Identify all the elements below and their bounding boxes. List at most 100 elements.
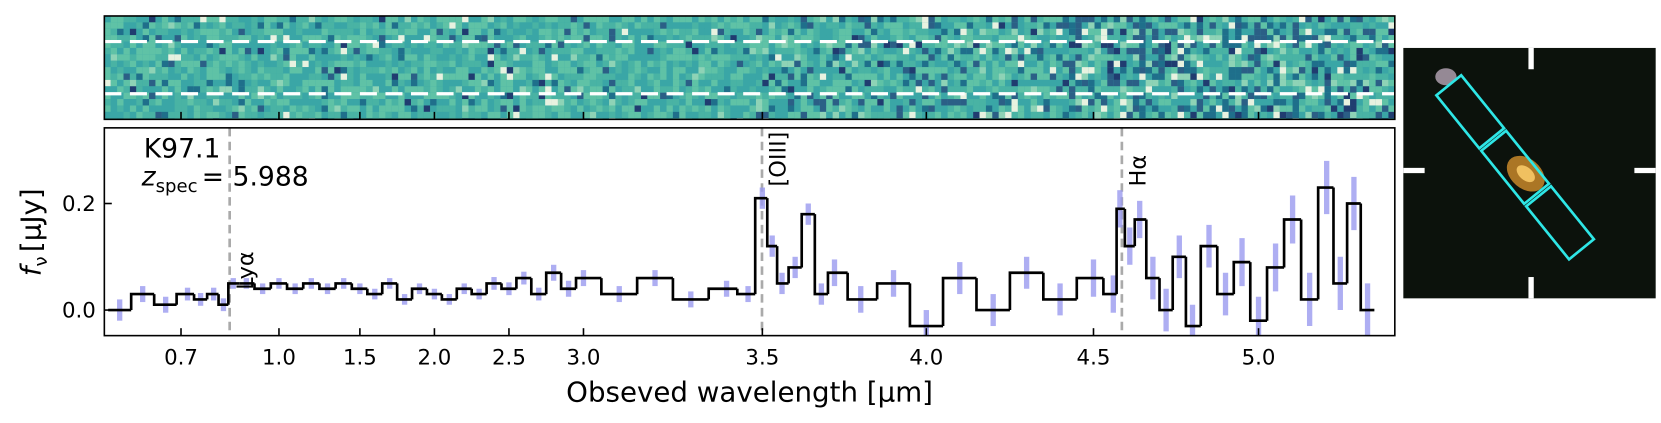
- pixel: [1369, 54, 1376, 61]
- pixel: [494, 47, 501, 55]
- pixel: [168, 28, 175, 36]
- pixel: [110, 92, 118, 100]
- pixel: [1324, 79, 1331, 87]
- pixel: [398, 22, 405, 29]
- pixel: [206, 92, 213, 100]
- pixel: [985, 41, 993, 48]
- pixel: [1171, 54, 1178, 61]
- pixel: [436, 22, 443, 29]
- pixel: [1100, 111, 1108, 119]
- pixel: [839, 92, 846, 100]
- pixel: [960, 67, 967, 74]
- pixel: [385, 41, 392, 48]
- pixel: [1088, 54, 1095, 61]
- pixel: [1024, 99, 1031, 106]
- pixel: [890, 60, 897, 68]
- pixel: [870, 15, 878, 23]
- pixel: [1190, 86, 1197, 93]
- pixel: [966, 35, 974, 42]
- pixel: [730, 79, 737, 87]
- pixel: [1241, 73, 1248, 80]
- pixel: [212, 92, 220, 100]
- pixel: [864, 105, 871, 112]
- pixel: [1267, 15, 1274, 23]
- pixel: [1049, 111, 1057, 119]
- pixel: [551, 86, 558, 93]
- pixel: [692, 60, 699, 68]
- pixel: [379, 35, 386, 42]
- pixel: [1107, 41, 1114, 48]
- pixel: [1318, 35, 1325, 42]
- pixel: [372, 54, 380, 61]
- pixel: [1177, 67, 1184, 74]
- pixel: [1362, 67, 1370, 74]
- pixel: [494, 105, 501, 112]
- pixel: [1267, 47, 1274, 55]
- spectrum-step: [707, 287, 738, 300]
- pixel: [1030, 99, 1038, 106]
- pixel: [1030, 92, 1038, 100]
- pixel: [1062, 99, 1070, 106]
- pixel: [615, 35, 622, 42]
- pixel: [634, 111, 641, 119]
- pixel: [1298, 73, 1306, 80]
- pixel: [1247, 67, 1255, 74]
- galaxy-core: [1516, 165, 1535, 183]
- pixel: [1215, 79, 1223, 87]
- pixel: [1107, 35, 1114, 42]
- pixel: [685, 54, 693, 61]
- pixel: [902, 35, 910, 42]
- pixel: [966, 86, 974, 93]
- pixel: [244, 35, 252, 42]
- pixel: [1126, 47, 1133, 55]
- pixel: [634, 86, 641, 93]
- pixel: [1337, 35, 1344, 42]
- pixel: [525, 22, 533, 29]
- pixel: [787, 67, 795, 74]
- pixel: [870, 47, 878, 55]
- pixel: [494, 99, 501, 106]
- pixel: [1152, 22, 1159, 29]
- pixel: [1267, 22, 1274, 29]
- pixel: [270, 35, 277, 42]
- pixel: [973, 22, 980, 29]
- pixel: [359, 111, 367, 119]
- pixel: [149, 67, 156, 74]
- pixel: [142, 73, 150, 80]
- pixel: [653, 22, 661, 29]
- pixel: [807, 60, 814, 68]
- pixel: [161, 15, 169, 23]
- pixel: [557, 60, 565, 68]
- pixel: [1075, 111, 1082, 119]
- pixel: [423, 28, 431, 36]
- pixel: [1120, 92, 1127, 100]
- pixel: [366, 41, 373, 48]
- pixel: [858, 86, 865, 93]
- pixel: [621, 35, 629, 42]
- pixel: [232, 41, 239, 48]
- pixel: [1088, 92, 1095, 100]
- pixel: [1235, 54, 1242, 61]
- pixel: [1120, 22, 1127, 29]
- pixel: [174, 28, 182, 36]
- pixel: [232, 15, 239, 23]
- pixel: [181, 105, 188, 112]
- pixel: [1069, 15, 1076, 23]
- pixel: [321, 60, 328, 68]
- pixel: [1228, 105, 1236, 112]
- pixel: [589, 86, 597, 93]
- pixel: [136, 28, 143, 36]
- pixel: [839, 99, 846, 106]
- pixel: [1120, 73, 1127, 80]
- pixel: [743, 111, 750, 119]
- pixel: [525, 79, 533, 87]
- pixel: [257, 60, 265, 68]
- pixel: [385, 22, 392, 29]
- pixel: [1215, 41, 1223, 48]
- pixel: [404, 60, 411, 68]
- pixel: [334, 105, 341, 112]
- pixel: [212, 54, 220, 61]
- pixel: [200, 28, 207, 36]
- pixel: [219, 41, 226, 48]
- pixel: [915, 67, 923, 74]
